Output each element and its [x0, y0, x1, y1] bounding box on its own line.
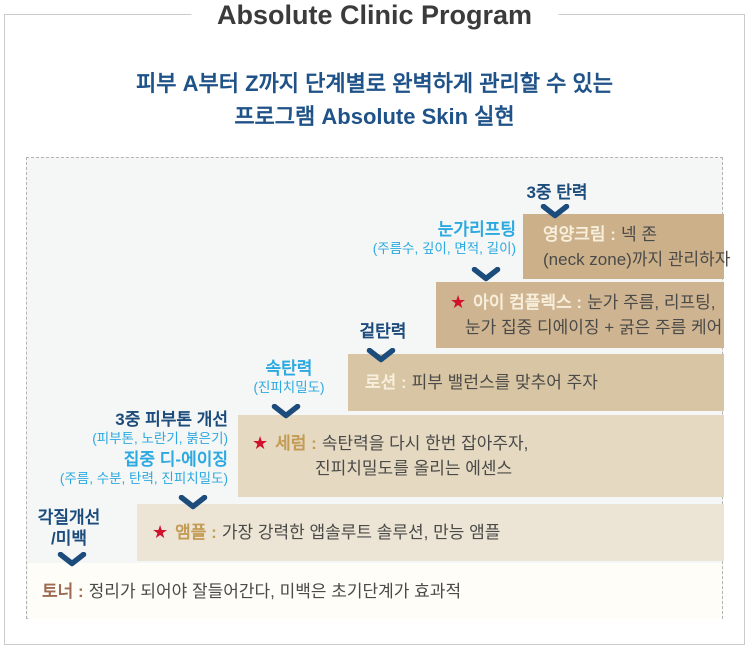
product-desc: 속탄력을 다시 한번 잡아주자, — [321, 434, 529, 453]
chevron-down-icon — [271, 404, 301, 419]
stage-label-eye-lifting: 눈가리프팅 (주름수, 깊이, 면적, 길이) — [372, 220, 516, 256]
product-desc: 가장 강력한 앱솔루트 솔루션, 만능 앰플 — [221, 523, 501, 542]
product-line: 영양크림 :넥 존 — [543, 222, 724, 247]
stage-label-inner-elasticity: 속탄력 (진피치밀도) — [253, 359, 325, 395]
stage-label-exfoliation-whitening: 각질개선 /미백 — [37, 508, 101, 548]
page-title: Absolute Clinic Program — [190, 0, 559, 31]
product-desc: (neck zone)까지 관리하자 — [543, 249, 731, 269]
product-desc: 정리가 되어야 잘들어간다, 미백은 초기단계가 효과적 — [88, 581, 462, 601]
product-name: 앰플 : — [175, 523, 217, 542]
product-box-nutrition-cream: 영양크림 :넥 존 (neck zone)까지 관리하자 — [523, 214, 730, 279]
product-desc: 넥 존 — [620, 224, 657, 244]
product-name: 세럼 : — [275, 434, 317, 453]
chevron-down-icon — [57, 552, 87, 567]
chevron-down-icon — [540, 204, 570, 219]
diagram-board: 3중 탄력 눈가리프팅 (주름수, 깊이, 면적, 길이) 겉탄력 속탄력 (진… — [26, 157, 730, 619]
chevron-down-icon — [366, 348, 396, 363]
outer-border-box: Absolute Clinic Program 피부 A부터 Z까지 단계별로 … — [4, 0, 745, 645]
product-line: 진피치밀도를 올리는 에센스 — [315, 456, 724, 481]
chevron-down-icon — [471, 267, 501, 282]
star-icon: ★ — [152, 522, 169, 542]
stage-label-triple-elasticity: 3중 탄력 — [526, 183, 588, 202]
product-box-eye-complex: ★ 아이 컴플렉스 : 눈가 주름, 리프팅, 눈가 집중 디에이징 + 굵은 주름… — [436, 282, 724, 348]
stage-label-outer-elasticity: 겉탄력 — [359, 322, 407, 341]
star-icon: ★ — [450, 292, 467, 312]
product-line: 로션 : 피부 밸런스를 맞추어 주자 — [365, 370, 724, 395]
product-name: 토너 : — [42, 581, 84, 601]
product-line: (neck zone)까지 관리하자 — [543, 247, 730, 272]
product-line: ★ 세럼 : 속탄력을 다시 한번 잡아주자, — [252, 431, 724, 456]
product-name: 아이 컴플렉스 : — [473, 293, 583, 312]
product-box-lotion: 로션 : 피부 밸런스를 맞추어 주자 — [348, 354, 724, 411]
product-box-ampoule: ★ 앰플 : 가장 강력한 앱솔루트 솔루션, 만능 앰플 — [137, 504, 724, 561]
product-name: 영양크림 : — [543, 224, 616, 244]
product-name: 로션 : — [365, 373, 407, 392]
program-subtitle: 피부 A부터 Z까지 단계별로 완벽하게 관리할 수 있는 프로그램 Absol… — [5, 67, 744, 133]
product-line: 눈가 집중 디에이징 + 굵은 주름 케어 — [465, 315, 724, 340]
chevron-down-icon — [178, 495, 208, 510]
star-icon: ★ — [252, 433, 269, 453]
product-line: ★ 앰플 : 가장 강력한 앱솔루트 솔루션, 만능 앰플 — [152, 520, 724, 545]
product-line: ★ 아이 컴플렉스 : 눈가 주름, 리프팅, — [450, 290, 724, 315]
product-box-toner: 토너 : 정리가 되어야 잘들어간다, 미백은 초기단계가 효과적 — [28, 563, 722, 619]
product-desc: 눈가 주름, 리프팅, — [587, 293, 716, 312]
program-subtitle-line-2: 프로그램 Absolute Skin 실현 — [234, 104, 515, 129]
product-box-serum: ★ 세럼 : 속탄력을 다시 한번 잡아주자, 진피치밀도를 올리는 에센스 — [238, 415, 724, 497]
product-desc: 피부 밸런스를 맞추어 주자 — [411, 373, 598, 392]
product-desc: 진피치밀도를 올리는 에센스 — [315, 459, 513, 478]
stage-label-skin-tone-deaging: 3중 피부톤 개선 (피부톤, 노란기, 붉은기) 집중 디-에이징 (주름, … — [59, 410, 228, 486]
product-line: 토너 : 정리가 되어야 잘들어간다, 미백은 초기단계가 효과적 — [42, 579, 722, 604]
program-subtitle-line-1: 피부 A부터 Z까지 단계별로 완벽하게 관리할 수 있는 — [136, 71, 613, 96]
product-desc: 눈가 집중 디에이징 + 굵은 주름 케어 — [465, 318, 723, 337]
